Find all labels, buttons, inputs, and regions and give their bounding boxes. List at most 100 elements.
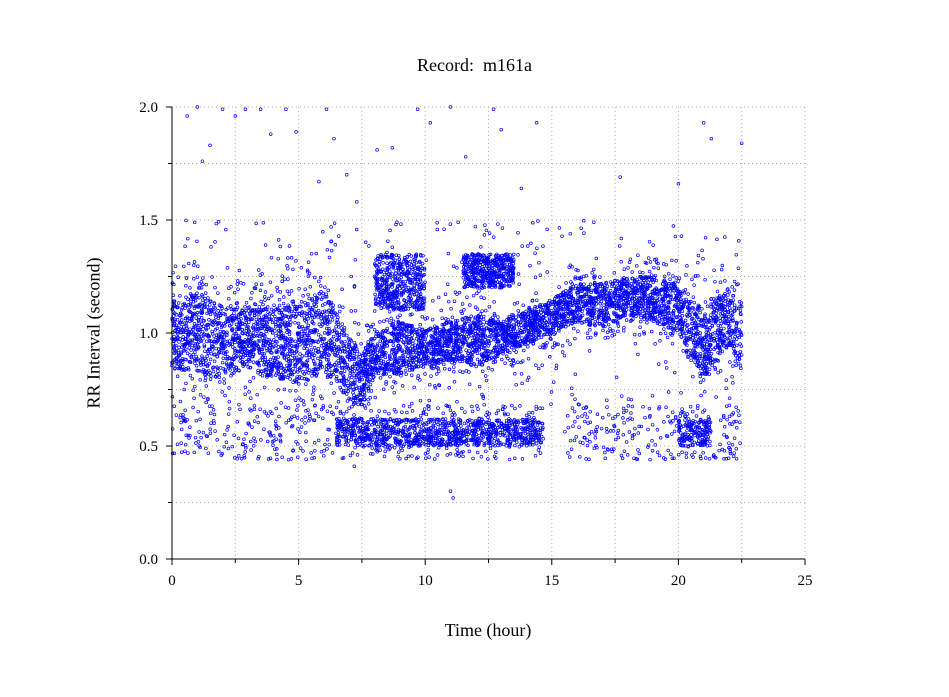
- data-point: [210, 366, 215, 370]
- data-point: [481, 322, 485, 327]
- data-point: [622, 325, 626, 330]
- data-point: [635, 277, 639, 282]
- data-point: [683, 318, 688, 323]
- data-point: [280, 308, 285, 312]
- data-point: [332, 391, 336, 395]
- data-point: [197, 321, 201, 325]
- data-point: [289, 289, 294, 293]
- data-point: [272, 303, 276, 307]
- data-point: [369, 389, 374, 393]
- data-point: [182, 387, 186, 392]
- data-point: [382, 387, 386, 392]
- data-point: [668, 277, 672, 282]
- data-point: [176, 301, 181, 305]
- data-point: [271, 312, 275, 317]
- data-point: [553, 306, 557, 310]
- data-point: [460, 302, 465, 306]
- data-point: [307, 296, 311, 301]
- data-point: [302, 402, 306, 407]
- data-point: [230, 372, 234, 376]
- data-point: [539, 335, 544, 340]
- data-point: [672, 326, 676, 331]
- data-point: [684, 350, 689, 355]
- data-point: [738, 312, 743, 316]
- data-point: [327, 353, 331, 357]
- data-point: [736, 361, 741, 366]
- data-point: [733, 359, 738, 364]
- data-point: [337, 304, 342, 308]
- data-point: [378, 320, 382, 324]
- data-point: [193, 361, 197, 366]
- data-point: [195, 291, 199, 296]
- data-point: [526, 356, 531, 361]
- data-point: [309, 343, 313, 348]
- data-point: [484, 378, 489, 383]
- data-point: [239, 281, 243, 285]
- data-point: [332, 313, 336, 318]
- data-point: [193, 384, 197, 389]
- data-point: [384, 380, 388, 384]
- data-point: [329, 381, 334, 386]
- data-point: [232, 290, 237, 295]
- data-point: [391, 343, 396, 347]
- data-point: [187, 346, 192, 350]
- data-point: [686, 323, 690, 327]
- data-point: [462, 308, 466, 312]
- data-point: [713, 367, 718, 371]
- data-point: [316, 332, 321, 337]
- data-point: [589, 288, 594, 293]
- data-point: [723, 291, 727, 296]
- data-point: [326, 288, 330, 293]
- data-point: [303, 300, 307, 305]
- data-point: [430, 317, 435, 322]
- data-point: [251, 323, 256, 327]
- data-point: [188, 373, 193, 378]
- data-point: [178, 293, 182, 298]
- data-point: [390, 385, 395, 389]
- data-point: [670, 341, 675, 346]
- data-point: [310, 356, 315, 360]
- data-point: [337, 364, 341, 368]
- data-point: [207, 361, 212, 366]
- data-point: [475, 291, 479, 296]
- data-point: [177, 340, 181, 344]
- data-point: [616, 329, 620, 334]
- data-point: [584, 273, 589, 278]
- data-point: [206, 296, 210, 300]
- data-point: [316, 356, 320, 361]
- data-points: [170, 105, 744, 500]
- data-point: [300, 354, 305, 358]
- data-point: [677, 276, 682, 280]
- data-point: [496, 315, 500, 319]
- data-point: [213, 285, 217, 290]
- data-point: [606, 322, 611, 327]
- data-point: [330, 318, 335, 322]
- data-point: [590, 271, 594, 275]
- data-point: [414, 360, 418, 365]
- data-point: [540, 320, 544, 324]
- data-point: [372, 328, 377, 332]
- data-point: [234, 322, 239, 327]
- data-point: [229, 285, 233, 289]
- data-point: [221, 366, 226, 371]
- data-point: [198, 377, 202, 382]
- data-point: [306, 371, 311, 375]
- data-point: [296, 404, 300, 408]
- data-point: [184, 321, 189, 325]
- data-point: [201, 324, 206, 328]
- data-point: [368, 382, 373, 387]
- data-point: [312, 275, 317, 280]
- data-point: [670, 258, 674, 263]
- data-point: [665, 335, 670, 340]
- data-point: [174, 313, 179, 317]
- data-point: [400, 384, 405, 388]
- data-point: [418, 323, 422, 327]
- data-point: [387, 309, 392, 314]
- data-point: [195, 275, 200, 279]
- data-point: [491, 360, 496, 365]
- data-point: [305, 367, 310, 371]
- data-point: [702, 390, 707, 394]
- data-point: [285, 264, 289, 268]
- data-point: [307, 271, 312, 276]
